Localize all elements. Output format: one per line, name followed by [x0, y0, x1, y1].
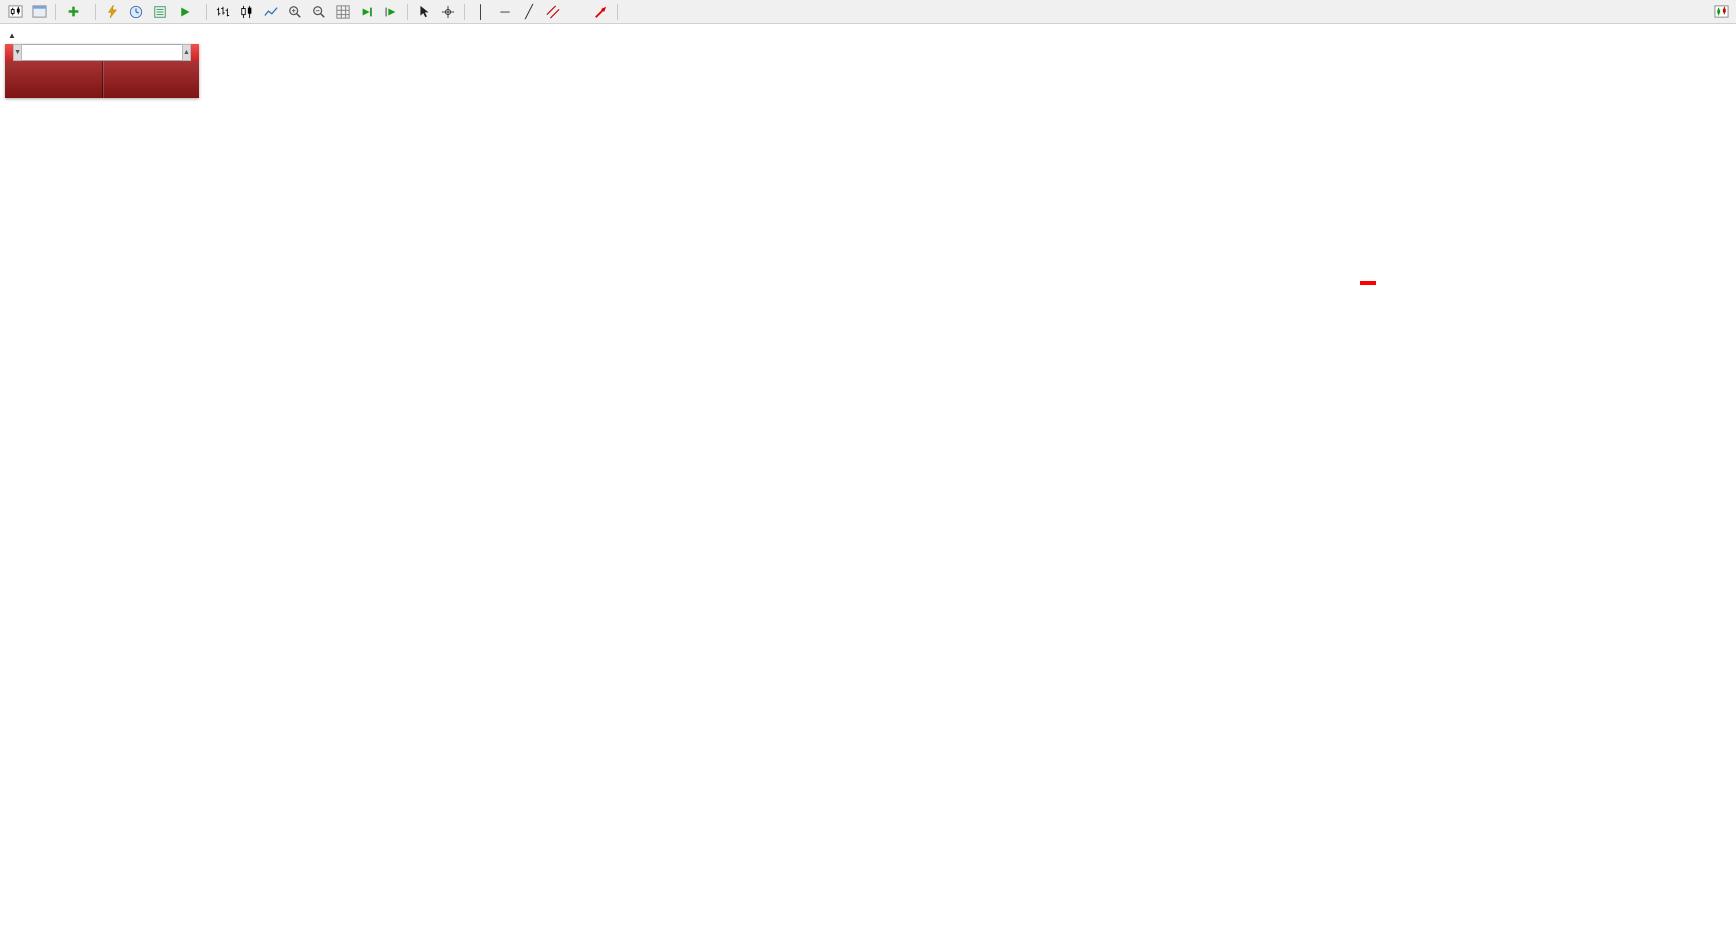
- support-price-callout[interactable]: [1360, 281, 1376, 285]
- bar-chart-icon[interactable]: [212, 2, 234, 22]
- rsi-indicator-header: [4, 685, 9, 697]
- channel-icon[interactable]: [542, 2, 564, 22]
- volume-decrease-button[interactable]: ▼: [13, 44, 22, 61]
- cursor-icon[interactable]: [413, 2, 435, 22]
- crosshair-icon[interactable]: [437, 2, 459, 22]
- text-tool-icon[interactable]: [566, 2, 588, 22]
- chart-window: ▲ ▼ ▲: [0, 24, 1568, 858]
- vertical-line-icon[interactable]: │: [476, 4, 486, 19]
- buy-price-button[interactable]: [103, 61, 200, 98]
- buy-button[interactable]: [190, 44, 199, 61]
- grid-icon[interactable]: [332, 2, 354, 22]
- sell-price-button[interactable]: [5, 61, 103, 98]
- line-chart-icon[interactable]: [260, 2, 282, 22]
- volume-input[interactable]: [22, 44, 182, 61]
- clock-icon[interactable]: [125, 2, 147, 22]
- zoom-in-icon[interactable]: [284, 2, 306, 22]
- lightning-icon[interactable]: [101, 2, 123, 22]
- macd-indicator-header: [4, 535, 14, 547]
- new-order-button[interactable]: [61, 2, 90, 22]
- toolbar-separator: [464, 3, 465, 20]
- chart-ohlc-header: ▲: [8, 29, 58, 41]
- play-icon: [179, 6, 191, 18]
- plus-icon: [67, 5, 80, 18]
- autotrade-button[interactable]: [173, 2, 201, 22]
- sell-button[interactable]: [5, 44, 14, 61]
- trendline-icon[interactable]: ╱: [525, 3, 533, 19]
- toolbar-separator: [95, 3, 96, 20]
- new-chart-icon[interactable]: [4, 2, 26, 22]
- profiles-icon[interactable]: [28, 2, 50, 22]
- toolbar-separator: [55, 3, 56, 20]
- one-click-collapse-arrow[interactable]: ▲: [8, 31, 16, 40]
- zoom-out-icon[interactable]: [308, 2, 330, 22]
- candlestick-icon[interactable]: [236, 2, 258, 22]
- toolbar-separator: [206, 3, 207, 20]
- volume-increase-button[interactable]: ▲: [182, 44, 191, 61]
- list-icon[interactable]: [149, 2, 171, 22]
- toolbar-corner-chart-icon[interactable]: [1710, 2, 1732, 22]
- price-chart-canvas[interactable]: [0, 24, 1568, 858]
- main-toolbar: │ ─ ╱: [0, 0, 1736, 24]
- arrows-tool-icon[interactable]: [590, 2, 612, 22]
- toolbar-separator: [407, 3, 408, 20]
- auto-scroll-icon[interactable]: [356, 2, 378, 22]
- toolbar-separator: [617, 3, 618, 20]
- horizontal-line-icon[interactable]: ─: [500, 4, 510, 19]
- one-click-trading-panel: ▼ ▲: [5, 44, 199, 98]
- chart-shift-icon[interactable]: [380, 2, 402, 22]
